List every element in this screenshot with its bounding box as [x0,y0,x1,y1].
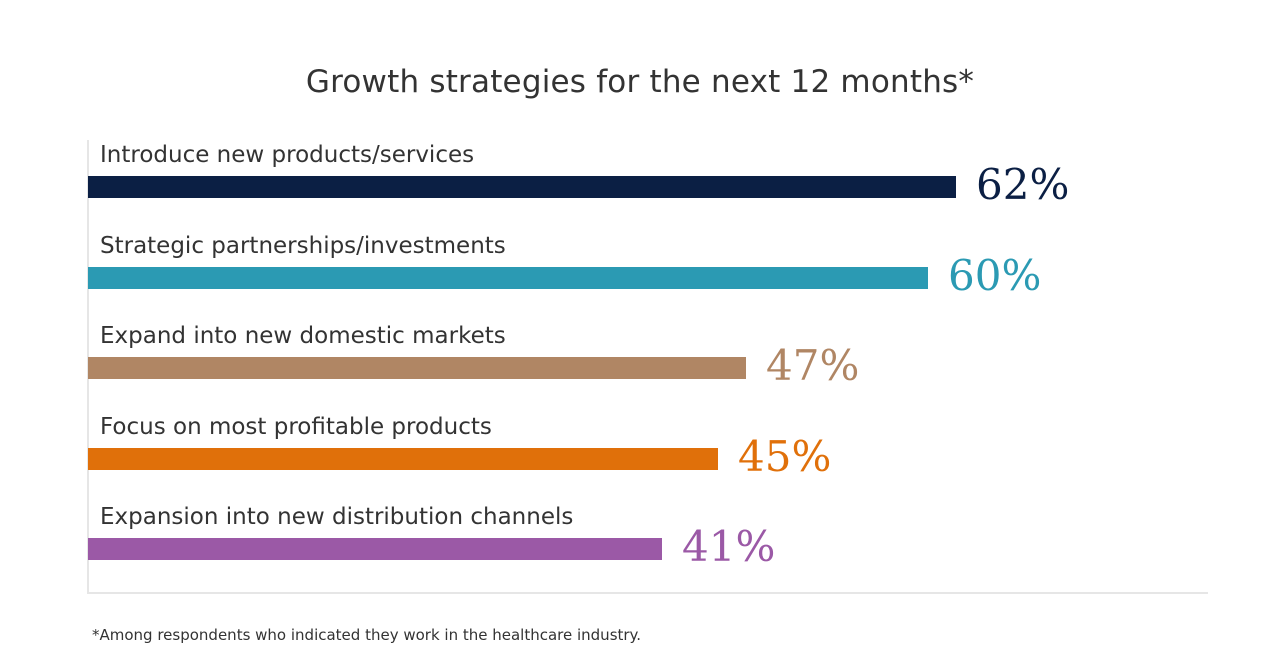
chart-title: Growth strategies for the next 12 months… [305,64,975,100]
value-label: 41% [682,522,776,571]
category-label: Focus on most profitable products [100,413,492,440]
bar [88,176,956,198]
footnote: *Among respondents who indicated they wo… [92,626,642,644]
category-label: Expand into new domestic markets [100,323,506,349]
category-label: Expansion into new distribution channels [100,504,574,530]
bar [88,538,662,560]
category-label: Strategic partnerships/investments [100,232,506,259]
bar [88,266,928,289]
value-label: 45% [738,431,832,481]
value-label: 47% [766,341,860,390]
x-axis-line [87,592,1208,594]
bar [88,447,718,470]
bar [88,357,746,379]
value-label: 62% [976,160,1070,209]
value-label: 60% [948,250,1042,300]
category-label: Introduce new products/services [100,142,475,168]
